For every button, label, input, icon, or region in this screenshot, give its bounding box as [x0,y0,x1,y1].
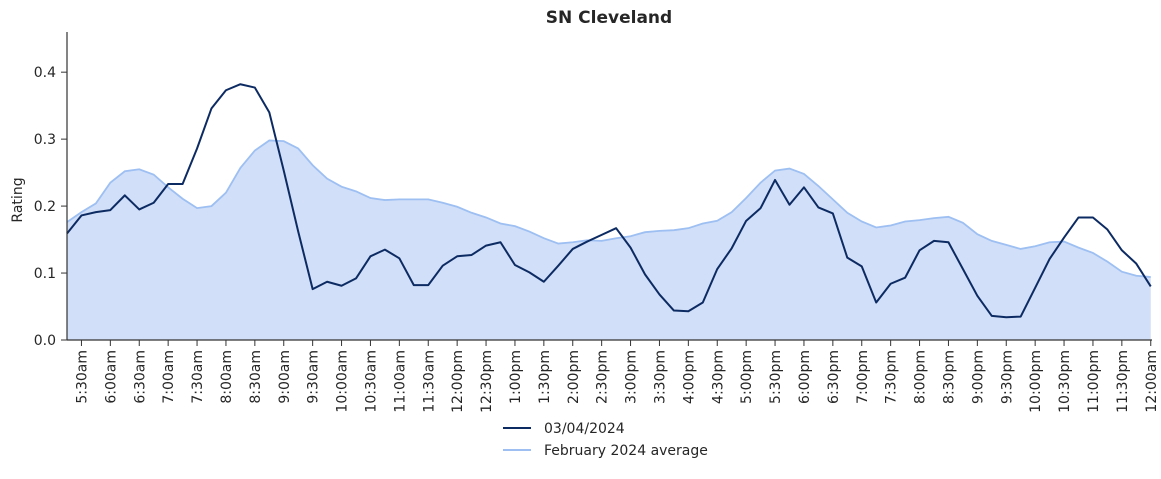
x-tick-label: 8:00am [219,350,235,404]
x-tick-label: 3:30pm [652,350,668,404]
x-tick-label: 12:00pm [450,350,466,413]
x-tick-label: 10:30am [363,350,379,413]
chart-title: SN Cleveland [546,8,672,28]
x-tick-label: 12:00am [1144,350,1160,413]
line-layer [66,83,1152,319]
legend: 03/04/2024 February 2024 average [503,421,708,459]
x-tick-label: 6:30am [132,350,148,404]
x-tick-label: 10:30pm [1057,350,1073,413]
legend-label-average: February 2024 average [544,443,708,459]
x-tick-label: 7:30am [190,350,206,404]
x-tick-label: 10:00am [335,350,351,413]
y-tick-label: 0.2 [34,199,56,215]
x-ticks: 5:30am 6:00am 6:30am 7:00am 7:30am 8:00am 8:30… [74,340,1160,413]
y-axis-label: Rating [10,177,26,222]
y-tick-label: 0.3 [34,132,56,148]
x-tick-label: 9:30am [306,350,322,404]
x-tick-label: 6:30pm [826,350,842,404]
x-tick-label: 4:30pm [710,350,726,404]
x-tick-label: 4:00pm [681,350,697,404]
x-tick-label: 3:00pm [624,350,640,404]
x-tick-label: 12:30pm [479,350,495,413]
x-tick-label: 2:30pm [595,350,611,404]
y-ticks: 0.0 0.1 0.2 0.3 0.4 [34,65,67,349]
x-tick-label: 6:00pm [797,350,813,404]
legend-label-daily: 03/04/2024 [544,421,625,437]
x-tick-label: 6:00am [103,350,119,404]
x-tick-label: 11:00am [392,350,408,413]
x-tick-label: 7:30pm [884,350,900,404]
x-tick-label: 9:00pm [970,350,986,404]
x-tick-label: 9:00am [277,350,293,404]
x-tick-label: 8:00pm [913,350,929,404]
x-tick-label: 8:30pm [941,350,957,404]
axes-layer [66,32,1152,341]
x-tick-label: 11:30am [421,350,437,413]
y-tick-label: 0.1 [34,266,56,282]
x-tick-label: 1:00pm [508,350,524,404]
x-tick-label: 5:00pm [739,350,755,404]
x-tick-label: 9:30pm [999,350,1015,404]
x-tick-label: 1:30pm [537,350,553,404]
x-tick-label: 11:00pm [1086,350,1102,413]
x-tick-label: 5:30am [74,350,90,404]
x-tick-label: 10:00pm [1028,350,1044,413]
x-tick-label: 8:30am [248,350,264,404]
x-tick-label: 2:00pm [566,350,582,404]
y-tick-label: 0.4 [34,65,56,81]
y-tick-label: 0.0 [34,333,56,349]
daily-line [66,83,1152,319]
x-tick-label: 7:00am [161,350,177,404]
x-tick-label: 5:30pm [768,350,784,404]
average-line [66,139,1151,278]
x-tick-label: 11:30pm [1115,350,1131,413]
x-tick-label: 7:00pm [855,350,871,404]
